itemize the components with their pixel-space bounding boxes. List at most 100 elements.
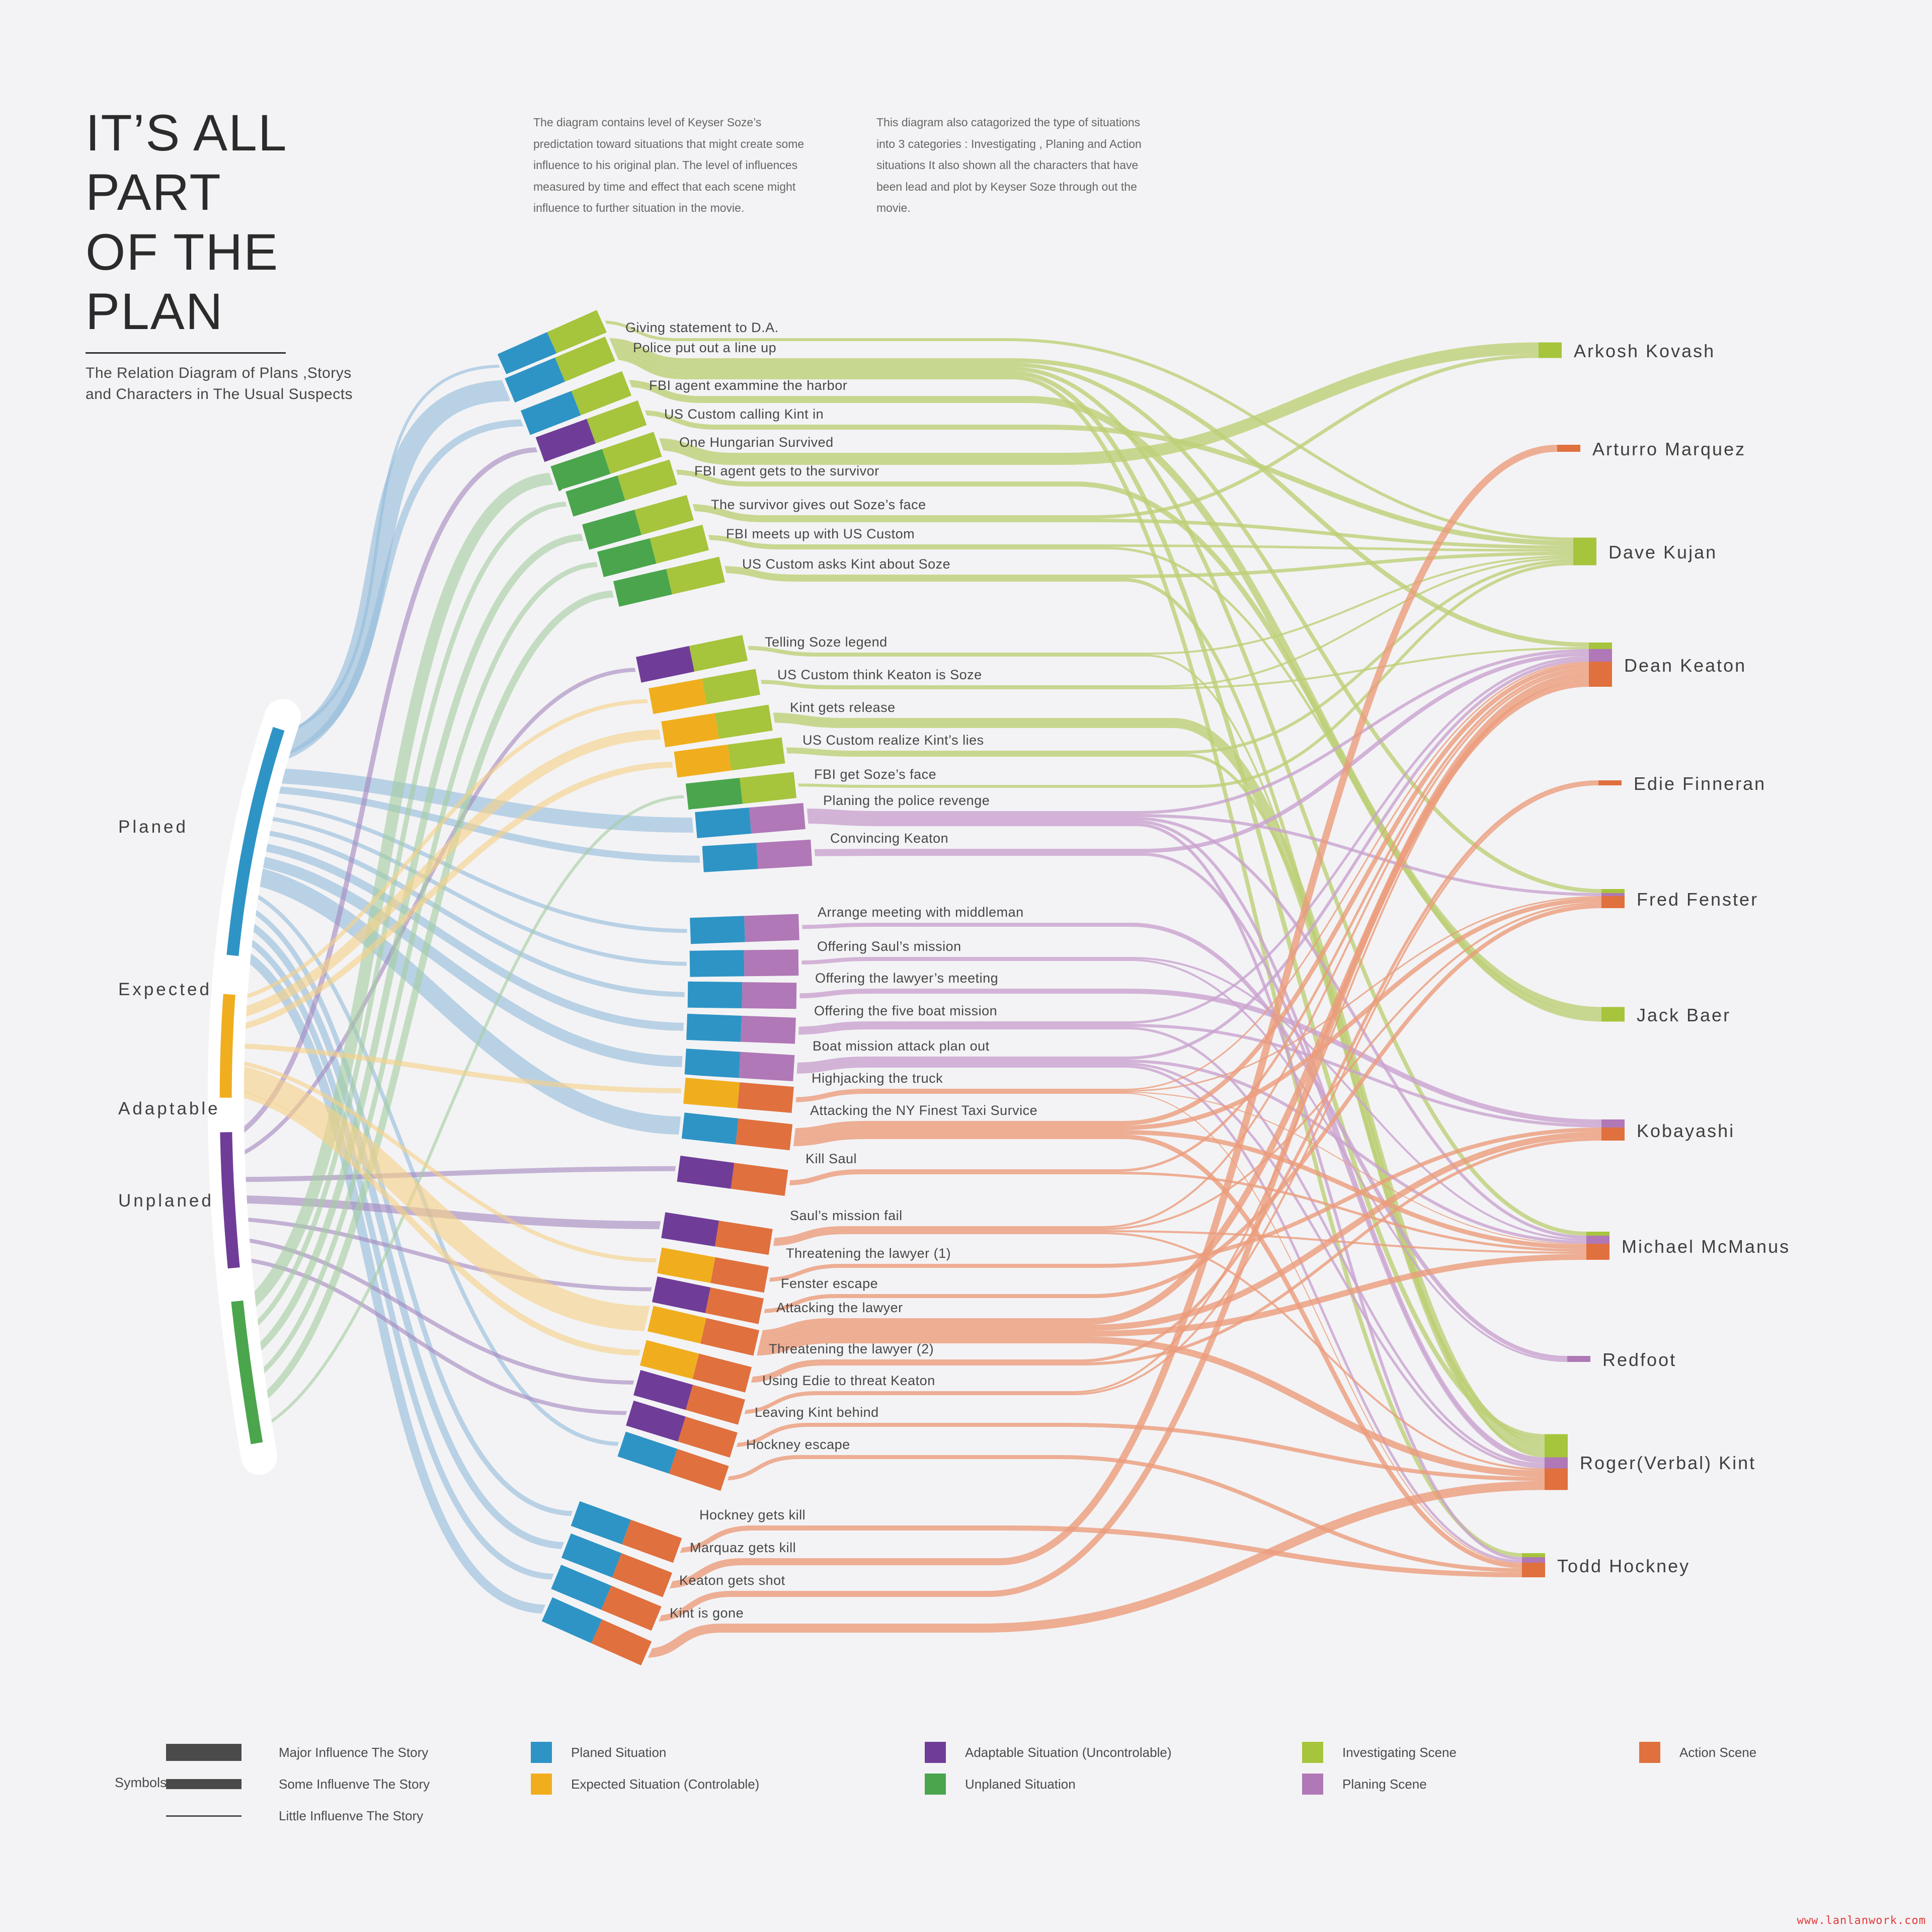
- character-bar-segment: [1573, 537, 1596, 541]
- scene-node-type-half: [728, 737, 785, 771]
- scene-node-type-half: [689, 635, 748, 672]
- character-node: Fred Fenster: [1601, 889, 1757, 910]
- character-bar-segment: [1601, 902, 1625, 904]
- flow-scene-to-character: [753, 672, 1589, 1337]
- character-node: Jack Baer: [1601, 1005, 1729, 1025]
- character-bar-segment: [1586, 1245, 1609, 1249]
- character-label: Edie Finneran: [1634, 773, 1766, 794]
- scene-node: [593, 521, 713, 581]
- scene-nodes: [493, 305, 816, 1670]
- scene-node-type-half: [612, 1553, 673, 1597]
- scene-node: [686, 910, 803, 947]
- flow-category-to-scene: [268, 419, 526, 765]
- scene-node: [557, 1529, 677, 1602]
- scene-node-situation-half: [613, 569, 672, 607]
- flow-scene-to-character: [795, 957, 1587, 1241]
- title-line-1: IT’S ALL PART: [86, 104, 286, 221]
- flow-scene-to-character: [767, 1232, 1545, 1471]
- scene-label: Highjacking the truck: [812, 1071, 943, 1086]
- category-arc: [207, 699, 301, 1475]
- flow-scene-to-character: [808, 652, 1589, 853]
- scene-node: [609, 552, 729, 611]
- character-bar-segment: [1589, 647, 1612, 649]
- flow-scene-to-character: [792, 656, 1589, 1029]
- intro-paragraph-2: This diagram also catagorized the type o…: [876, 116, 1142, 215]
- character-bar-segment: [1586, 1232, 1609, 1236]
- character-bar-segment: [1589, 656, 1612, 659]
- subtitle-line-2: and Characters in The Usual Suspects: [86, 385, 353, 403]
- scene-node-type-half: [650, 524, 709, 564]
- scene-node: [500, 332, 620, 407]
- scene-node: [680, 1074, 797, 1116]
- flow-scene-to-character: [599, 320, 1574, 541]
- flow-scene-to-character: [607, 338, 1589, 647]
- character-bar-segment: [1601, 1128, 1625, 1132]
- page-subtitle: The Relation Diagram of Plans ,Storys an…: [86, 363, 408, 405]
- character-bar-segment: [1601, 904, 1625, 908]
- character-bar-segment: [1589, 668, 1612, 670]
- flow-scene-to-character: [607, 343, 1602, 893]
- scene-label: Convincing Keaton: [830, 831, 948, 846]
- flow-scene-to-character: [788, 898, 1602, 1138]
- flow-category-to-scene: [226, 761, 676, 1034]
- character-bar-segment: [1589, 679, 1612, 681]
- category-segment-adaptable: [220, 1132, 240, 1269]
- scene-label: Kint is gone: [670, 1605, 744, 1621]
- character-bar-segment: [1589, 672, 1612, 679]
- character-bar-segment: [1573, 557, 1596, 559]
- header: IT’S ALL PART OF THE PLAN The Relation D…: [86, 103, 408, 405]
- scene-node-type-half: [714, 1221, 773, 1255]
- character-bar-segment: [1522, 1560, 1545, 1563]
- flow-category-to-scene: [233, 930, 556, 1580]
- flow-scene-to-character: [801, 815, 1587, 1239]
- character-bar-segment: [1601, 1138, 1625, 1141]
- flow-category-to-scene: [248, 840, 687, 1031]
- flow-scene-to-character: [731, 1423, 1545, 1481]
- scene-label: FBI get Soze’s face: [814, 767, 936, 782]
- scene-node-situation-half: [689, 950, 745, 977]
- scene-label: Kill Saul: [806, 1151, 857, 1166]
- flow-category-to-scene: [270, 380, 510, 759]
- character-label: Kobayashi: [1637, 1120, 1735, 1141]
- scene-label: Hockney escape: [746, 1437, 850, 1452]
- scene-node-type-half: [749, 803, 806, 834]
- scene-node-type-half: [678, 1416, 738, 1458]
- scene-label: Kint gets release: [790, 700, 896, 715]
- character-node: Dave Kujan: [1573, 537, 1716, 566]
- scene-node-situation-half: [649, 678, 707, 714]
- flow-scene-to-character: [801, 818, 1545, 1461]
- flow-category-to-scene: [246, 561, 601, 1386]
- character-bar-segment: [1586, 1241, 1609, 1244]
- character-label: Todd Hockney: [1557, 1556, 1690, 1576]
- scene-node-situation-half: [684, 1049, 741, 1078]
- flow-category-to-scene: [232, 1256, 630, 1415]
- character-bar-segment: [1545, 1434, 1568, 1439]
- flow-category-to-scene: [245, 853, 686, 1068]
- character-bar-segment: [1522, 1572, 1545, 1577]
- flow-scene-to-character: [763, 1128, 1602, 1282]
- character-bar-segment: [1567, 1356, 1590, 1360]
- flow-scene-to-character: [792, 562, 1574, 788]
- scene-node: [546, 1560, 666, 1635]
- flow-scene-to-character: [653, 681, 1589, 1622]
- character-node: Arkosh Kovash: [1539, 341, 1714, 361]
- scene-node-situation-half: [661, 713, 719, 748]
- character-bar-segment: [1573, 551, 1596, 555]
- title-rule: [86, 352, 286, 354]
- flow-scene-to-character: [793, 989, 1602, 1124]
- scene-node-type-half: [742, 982, 797, 1009]
- scene-node: [698, 836, 816, 876]
- watermark: www.lanlanwork.com: [1797, 1914, 1926, 1927]
- scene-node-type-half: [705, 1287, 764, 1324]
- flow-scene-to-character: [687, 354, 1539, 519]
- scene-node-situation-half: [690, 916, 745, 944]
- scene-node: [657, 1208, 777, 1259]
- flow-scene-to-character: [702, 535, 1574, 552]
- category-label-expected: Expected: [118, 980, 212, 999]
- scene-node-situation-half: [686, 1013, 742, 1042]
- character-bar-segment: [1545, 1438, 1568, 1442]
- scene-node-situation-half: [561, 1533, 622, 1578]
- scene-node-situation-half: [551, 1565, 612, 1610]
- scene-node-situation-half: [685, 777, 743, 810]
- character-bar-segment: [1589, 642, 1612, 647]
